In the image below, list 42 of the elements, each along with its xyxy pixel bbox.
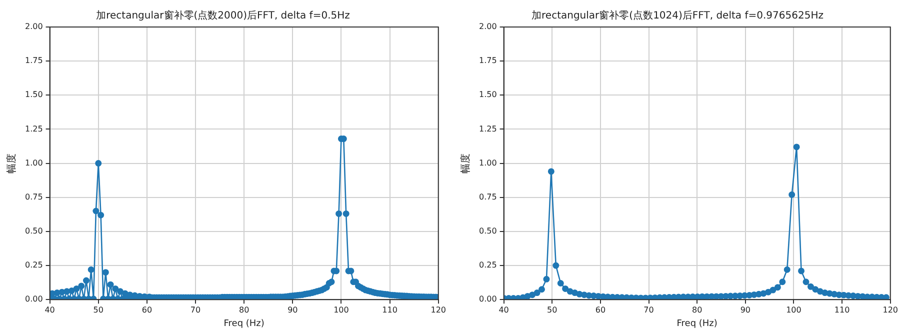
y-tick-label: 0.25: [479, 260, 497, 270]
x-axis-title: Freq (Hz): [676, 318, 718, 329]
y-tick-label: 0.25: [25, 260, 43, 270]
y-tick-label: 1.25: [479, 124, 497, 134]
x-tick-label: 90: [288, 305, 298, 314]
y-tick-label: 1.00: [479, 158, 497, 168]
x-tick-label: 70: [190, 305, 201, 314]
x-tick-label: 80: [238, 305, 250, 314]
y-tick-label: 0.50: [479, 226, 497, 236]
x-axis-title: Freq (Hz): [224, 318, 264, 329]
y-tick-label: 0.50: [25, 226, 43, 236]
x-tick-label: 100: [334, 305, 349, 314]
x-tick-label: 90: [740, 305, 750, 314]
y-tick-label: 0.00: [479, 294, 497, 304]
x-tick-label: 60: [595, 305, 606, 314]
y-tick-label: 0.00: [25, 294, 43, 304]
x-tick-label: 120: [430, 305, 446, 314]
y-tick-label: 2.00: [25, 22, 43, 32]
x-tick-label: 100: [786, 305, 802, 314]
y-tick-label: 1.50: [25, 90, 43, 100]
chart-title: 加rectangular窗补零(点数1024)后FFT, delta f=0.9765625Hz: [532, 10, 824, 22]
y-tick-label: 2.00: [479, 22, 497, 32]
x-tick-label: 110: [834, 305, 850, 314]
x-tick-label: 40: [44, 305, 55, 314]
y-tick-label: 1.25: [25, 124, 43, 134]
x-tick-label: 40: [498, 305, 509, 314]
x-tick-label: 50: [93, 305, 104, 314]
x-tick-label: 50: [547, 305, 558, 314]
y-tick-label: 0.75: [25, 192, 43, 202]
chart-title: 加rectangular窗补零(点数2000)后FFT, delta f=0.5Hz: [96, 10, 350, 22]
y-tick-label: 1.75: [25, 56, 43, 66]
x-tick-label: 70: [644, 305, 654, 314]
y-tick-label: 1.00: [25, 158, 43, 168]
x-tick-label: 60: [142, 305, 152, 314]
y-axis-title: 幅度: [460, 153, 472, 174]
y-tick-label: 0.75: [479, 192, 497, 202]
y-tick-label: 1.50: [479, 90, 497, 100]
y-axis-title: 幅度: [6, 153, 18, 174]
x-tick-label: 110: [382, 305, 398, 314]
x-tick-label: 80: [692, 305, 702, 314]
y-tick-label: 1.75: [479, 56, 497, 66]
x-tick-label: 120: [882, 305, 898, 314]
